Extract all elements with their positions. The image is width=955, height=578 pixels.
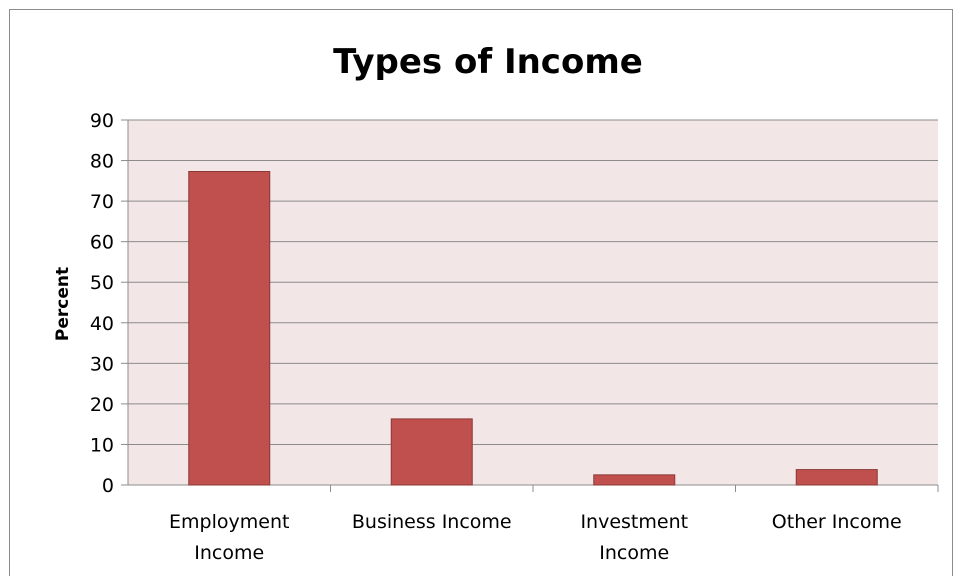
bar bbox=[188, 171, 271, 486]
y-tick-label: 20 bbox=[90, 394, 114, 416]
bar bbox=[795, 469, 878, 486]
y-tick-label: 10 bbox=[90, 434, 114, 456]
x-category-labels: Employment Income Business Income Investmen… bbox=[169, 511, 902, 564]
y-tick-label: 40 bbox=[90, 313, 114, 335]
x-category-label: Other Income bbox=[772, 511, 902, 533]
bar bbox=[593, 474, 676, 486]
chart-frame bbox=[9, 9, 953, 576]
x-category-label: Business Income bbox=[352, 511, 512, 533]
y-tick-label: 90 bbox=[90, 110, 114, 132]
x-category-label: Investment Income bbox=[580, 511, 688, 564]
y-tick-label: 80 bbox=[90, 151, 114, 173]
y-tick-label: 50 bbox=[90, 272, 114, 294]
x-category-label: Employment Income bbox=[169, 511, 289, 564]
y-tick-labels: 0 10 20 30 40 50 60 70 80 90 bbox=[90, 110, 114, 497]
y-tick-label: 70 bbox=[90, 191, 114, 213]
y-tick-label: 0 bbox=[102, 475, 114, 497]
chart-title: Types of Income bbox=[333, 42, 643, 82]
y-tick-label: 60 bbox=[90, 232, 114, 254]
bars bbox=[188, 171, 878, 486]
bar bbox=[390, 418, 473, 486]
y-axis-label: Percent bbox=[53, 267, 73, 341]
y-tick-label: 30 bbox=[90, 353, 114, 375]
